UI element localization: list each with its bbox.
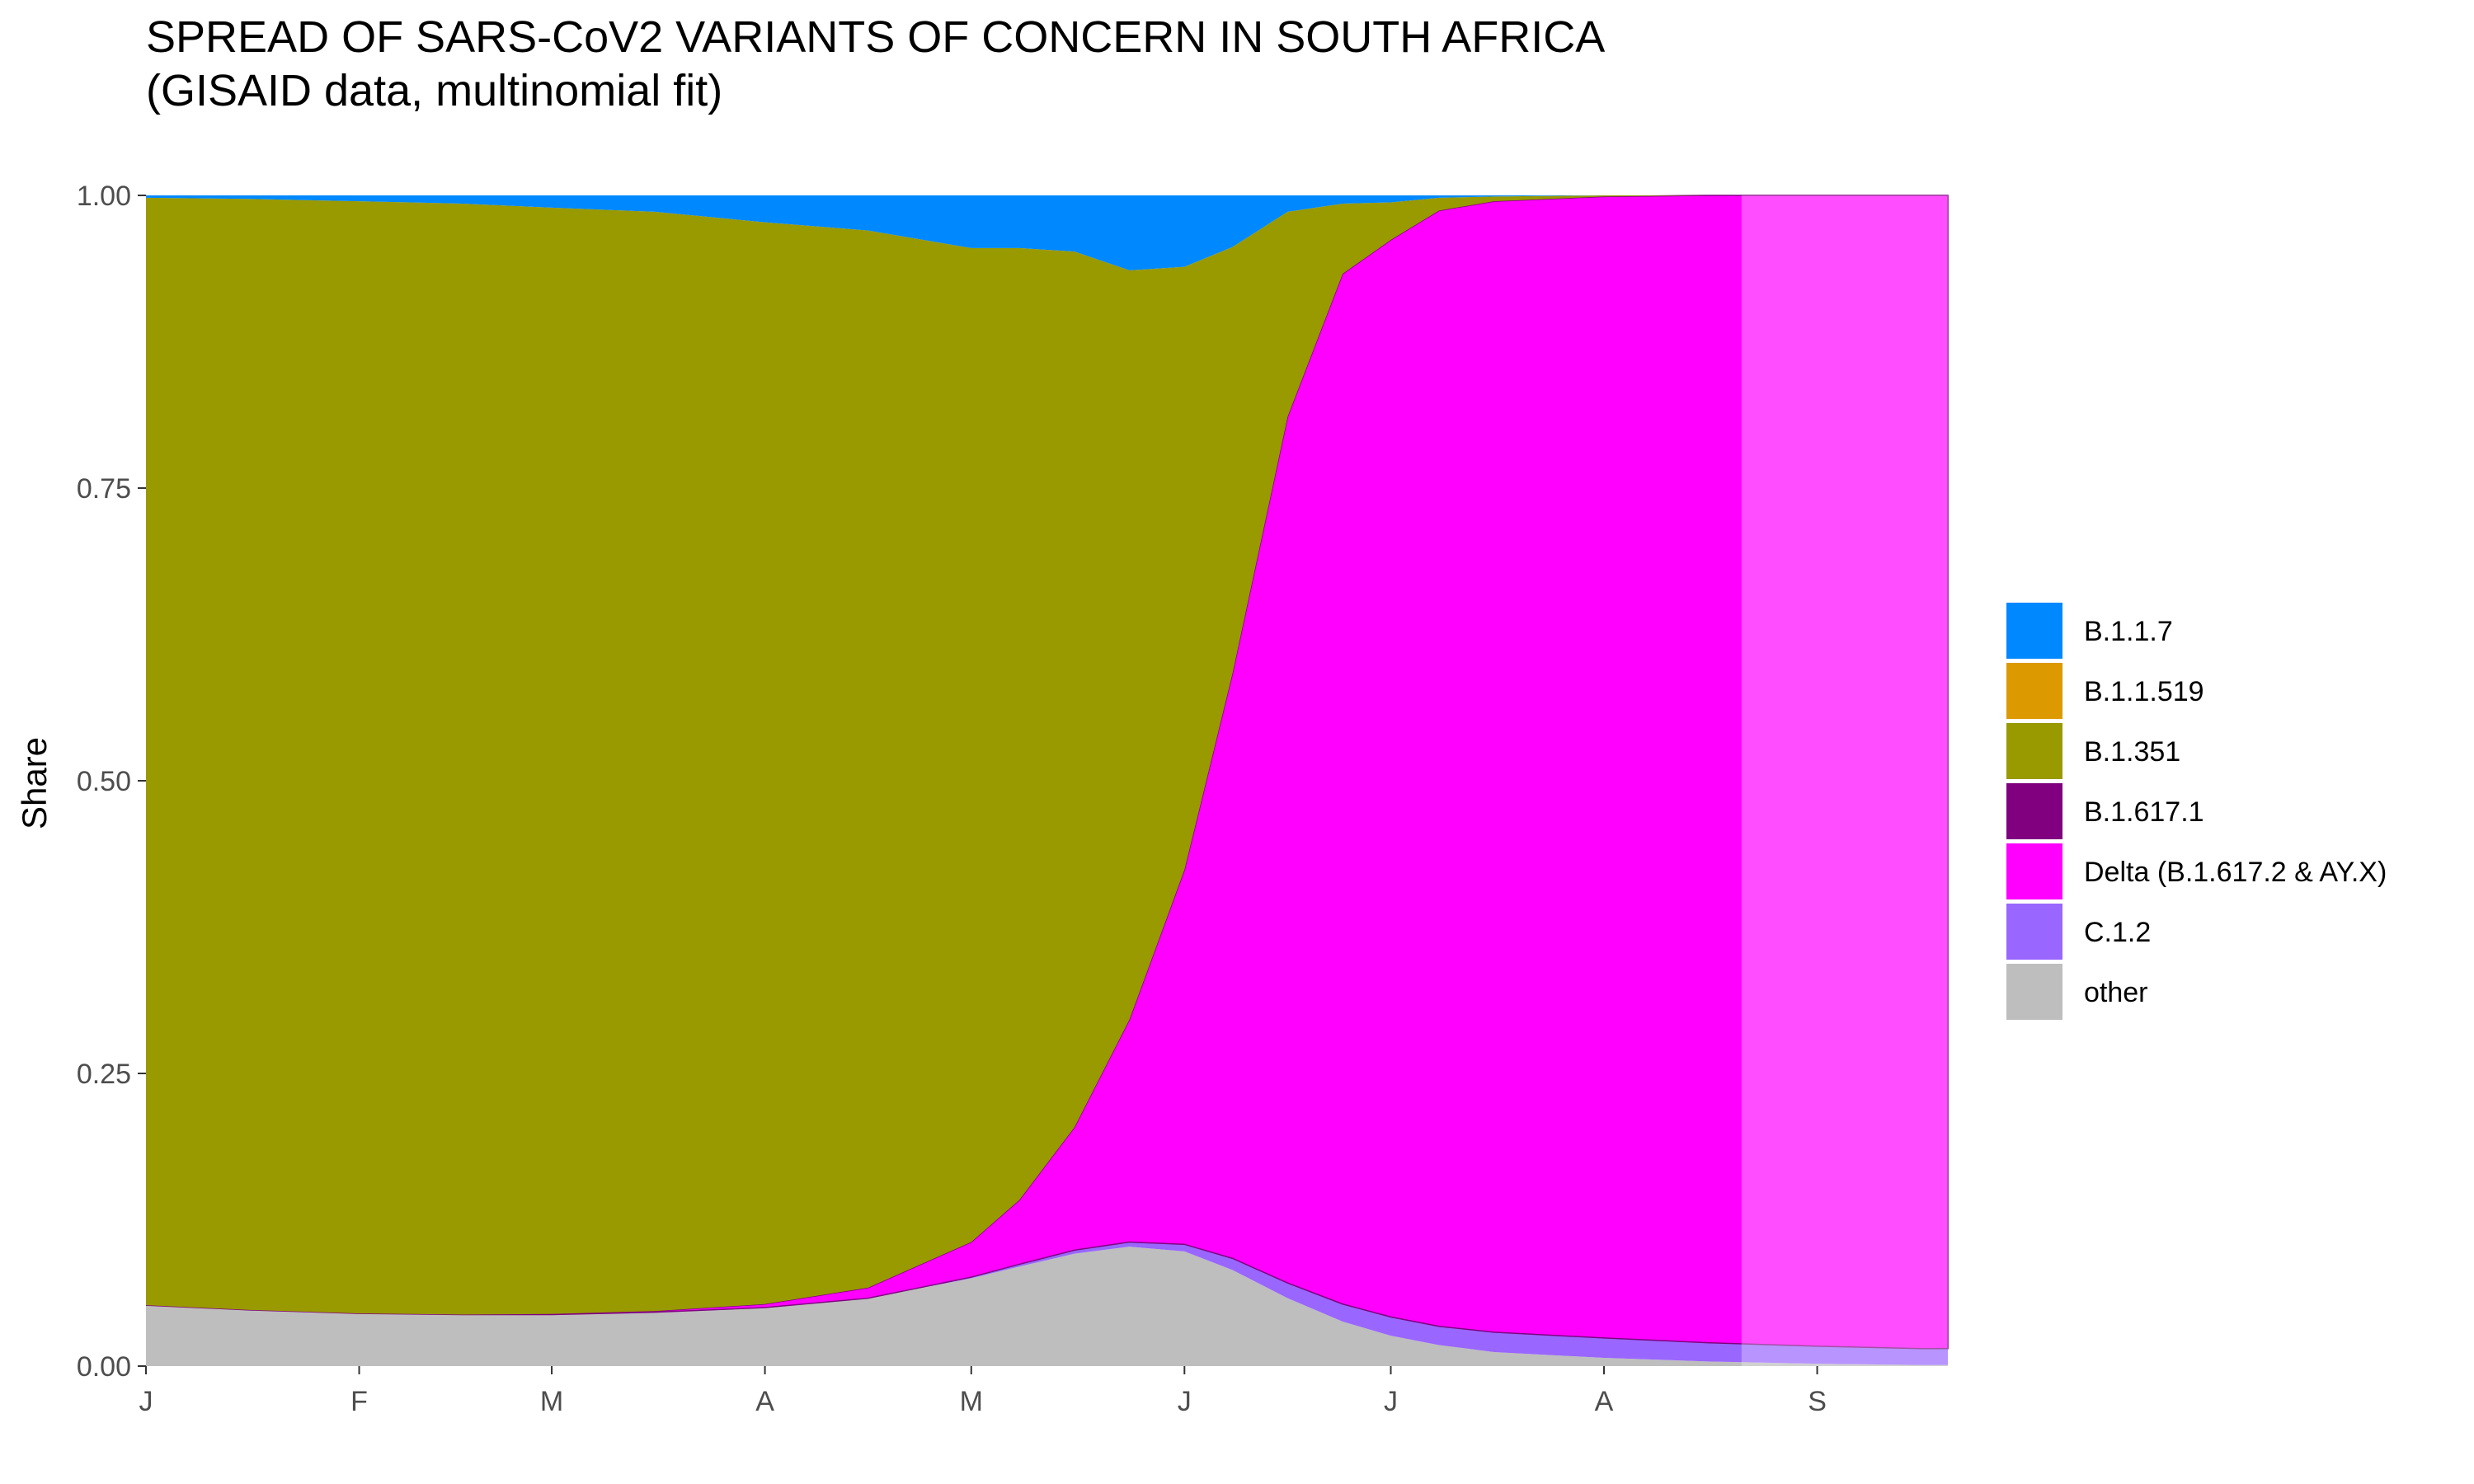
x-tick-label: A xyxy=(755,1386,774,1417)
y-tick-label: 0.25 xyxy=(77,1059,131,1090)
legend-label-b-1-1-7: B.1.1.7 xyxy=(2084,616,2173,647)
x-tick-label: F xyxy=(350,1386,368,1417)
area-c-1-2 xyxy=(146,1242,1948,1365)
legend-swatch-other xyxy=(2006,964,2062,1020)
legend-swatch-b-1-1-7 xyxy=(2006,603,2062,659)
chart-title: SPREAD OF SARS-CoV2 VARIANTS OF CONCERN … xyxy=(146,12,1605,62)
y-tick-label: 0.00 xyxy=(77,1351,131,1383)
area-b-1-351 xyxy=(146,195,1948,1315)
legend-swatch-delta-b-1-617-2-ay-x xyxy=(2006,843,2062,899)
x-tick-label: J xyxy=(139,1386,153,1417)
x-tick-label: J xyxy=(1384,1386,1398,1417)
legend-label-b-1-351: B.1.351 xyxy=(2084,736,2180,768)
y-tick-label: 0.75 xyxy=(77,473,131,505)
forecast-region xyxy=(1741,195,1948,1366)
y-tick-label: 1.00 xyxy=(77,181,131,212)
x-tick-label: J xyxy=(1178,1386,1192,1417)
legend-label-other: other xyxy=(2084,977,2148,1008)
x-tick-label: A xyxy=(1595,1386,1614,1417)
legend-label-c-1-2: C.1.2 xyxy=(2084,917,2151,948)
legend-swatch-b-1-617-1 xyxy=(2006,783,2062,839)
y-axis: 0.00 0.25 0.50 0.75 1.00 xyxy=(77,181,146,1383)
legend-swatch-b-1-351 xyxy=(2006,723,2062,779)
legend-label-b-1-617-1: B.1.617.1 xyxy=(2084,796,2204,828)
x-tick-label: S xyxy=(1808,1386,1827,1417)
x-tick-label: M xyxy=(540,1386,563,1417)
legend-label-b-1-1-519: B.1.1.519 xyxy=(2084,676,2204,707)
legend-label-delta-b-1-617-2-ay-x: Delta (B.1.617.2 & AY.X) xyxy=(2084,857,2387,888)
y-tick-label: 0.50 xyxy=(77,766,131,797)
area-other xyxy=(146,1247,1948,1366)
chart-subtitle: (GISAID data, multinomial fit) xyxy=(146,66,722,115)
legend-swatch-b-1-1-519 xyxy=(2006,663,2062,719)
plot-area xyxy=(145,195,1949,1366)
legend-swatch-c-1-2 xyxy=(2006,904,2062,960)
area-b-1-1-7 xyxy=(146,195,1948,270)
legend: B.1.1.7 B.1.1.519 B.1.351 B.1.617.1 Delta (B… xyxy=(2006,603,2387,1020)
y-axis-title: Share xyxy=(15,737,54,829)
x-tick-label: M xyxy=(960,1386,983,1417)
